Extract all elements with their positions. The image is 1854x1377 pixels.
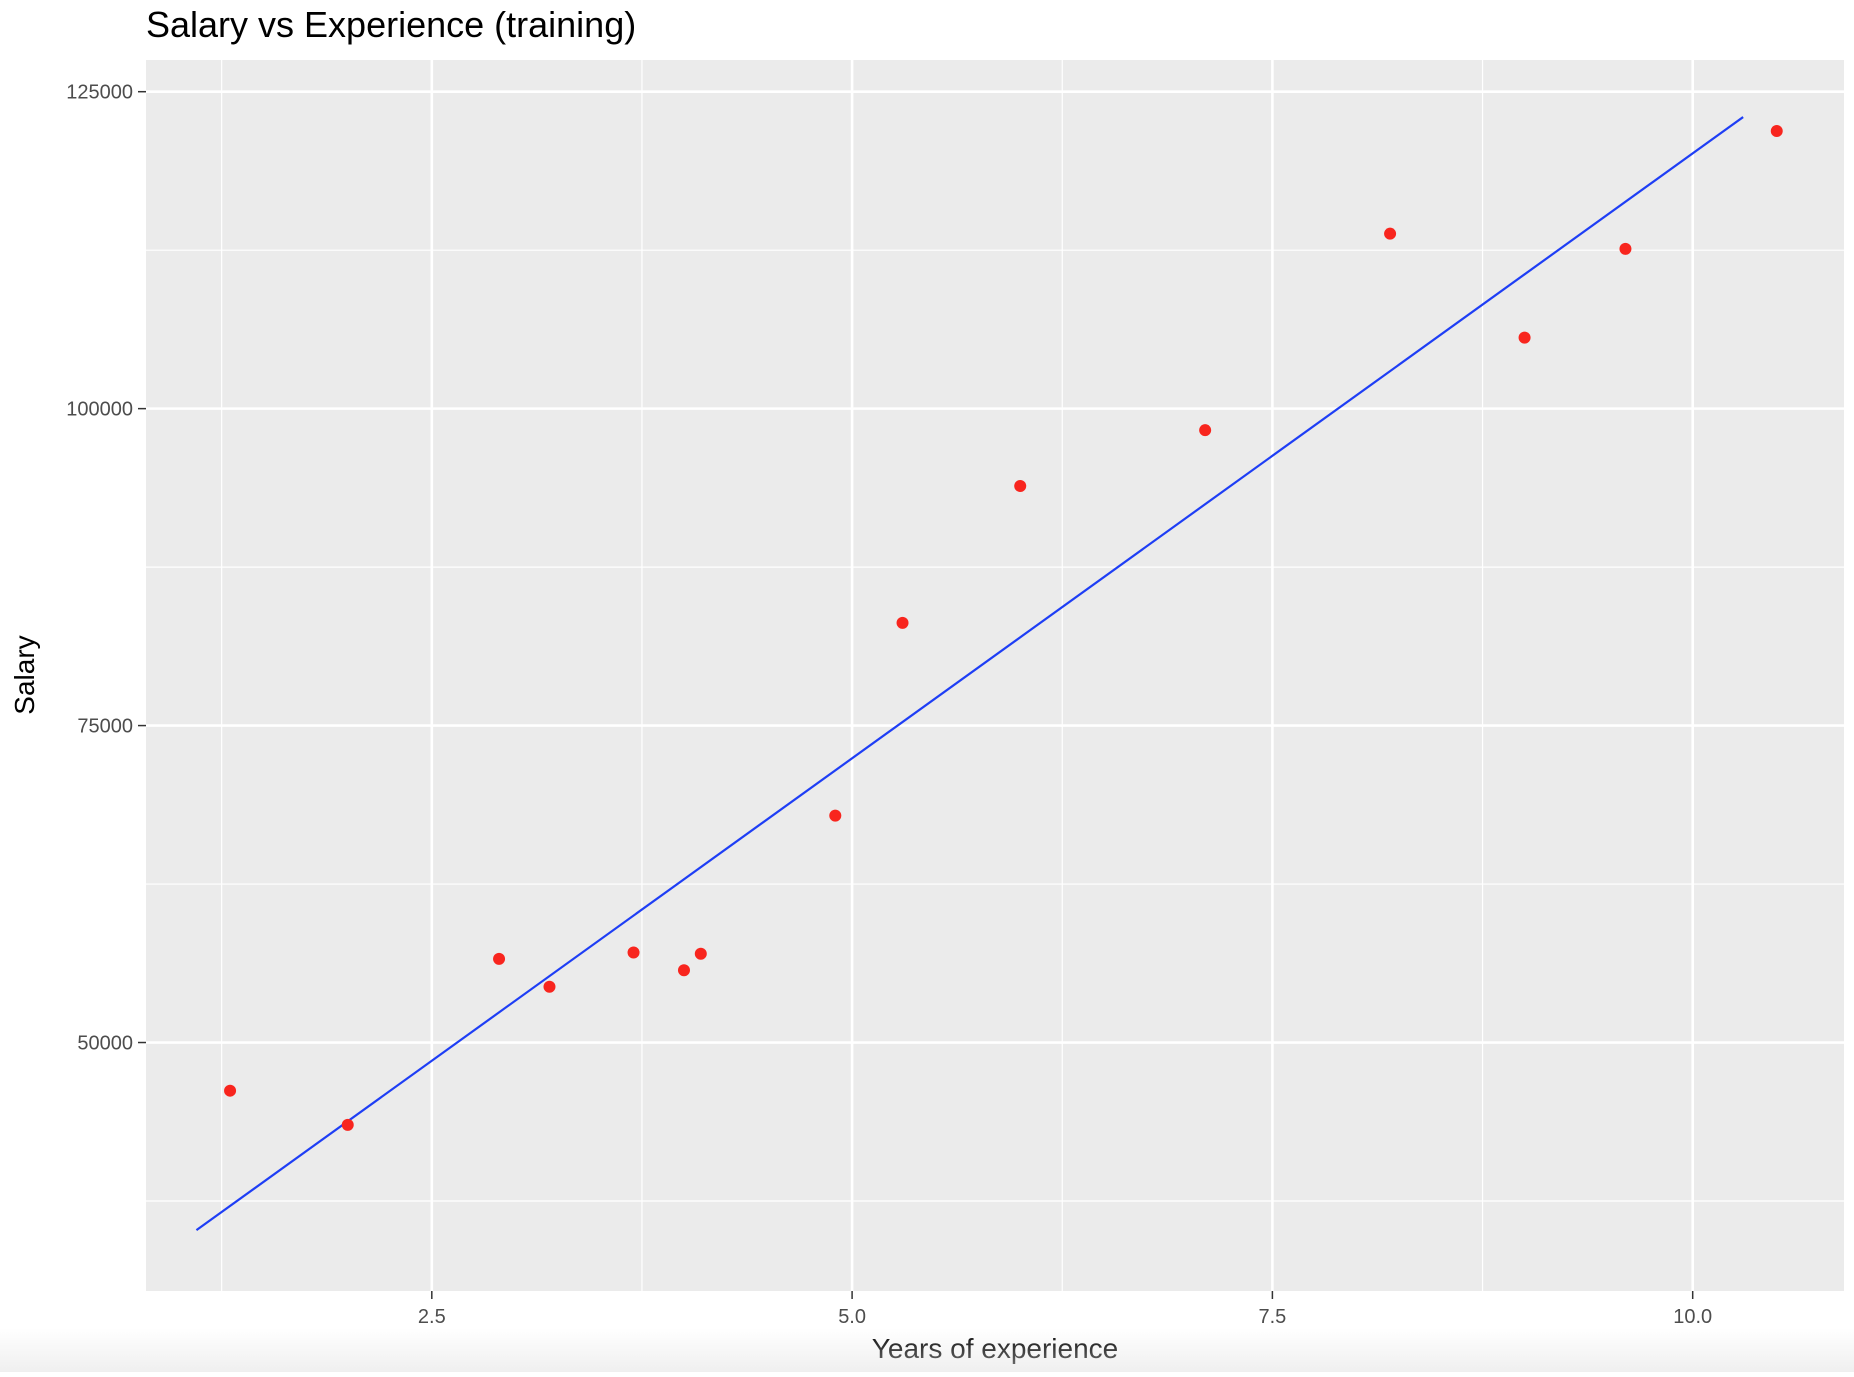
data-point: [224, 1084, 237, 1097]
regression-line: [195, 116, 1744, 1232]
plot-panel: [146, 60, 1844, 1291]
x-tick-label: 2.5: [418, 1306, 446, 1328]
data-point: [1619, 242, 1632, 255]
y-tick-label: 75000: [77, 716, 133, 738]
y-tick-label: 50000: [77, 1033, 133, 1055]
x-tick-label: 10.0: [1673, 1306, 1712, 1328]
data-point: [896, 616, 909, 629]
y-axis-title: Salary: [9, 635, 40, 714]
y-axis-ticks: 50000 75000 100000 125000: [66, 82, 146, 1055]
data-point: [677, 964, 690, 977]
data-point: [493, 952, 506, 965]
data-point: [543, 980, 556, 993]
data-point: [627, 946, 640, 959]
data-point: [694, 947, 707, 960]
x-tick-label: 7.5: [1258, 1306, 1286, 1328]
data-point: [1770, 124, 1783, 137]
data-point: [829, 809, 842, 822]
x-axis-ticks: 2.5 5.0 7.5 10.0: [418, 1291, 1712, 1328]
major-grid: [146, 60, 1844, 1291]
data-points: [224, 124, 1783, 1131]
data-point: [341, 1118, 354, 1131]
x-tick-label: 5.0: [838, 1306, 866, 1328]
minor-grid: [146, 60, 1844, 1291]
x-axis-title: Years of experience: [872, 1333, 1118, 1364]
data-point: [1518, 331, 1531, 344]
data-point: [1384, 227, 1397, 240]
y-tick-label: 100000: [66, 399, 133, 421]
chart-title: Salary vs Experience (training): [146, 4, 636, 45]
data-point: [1014, 479, 1027, 492]
y-tick-label: 125000: [66, 82, 133, 104]
data-point: [1199, 424, 1212, 437]
